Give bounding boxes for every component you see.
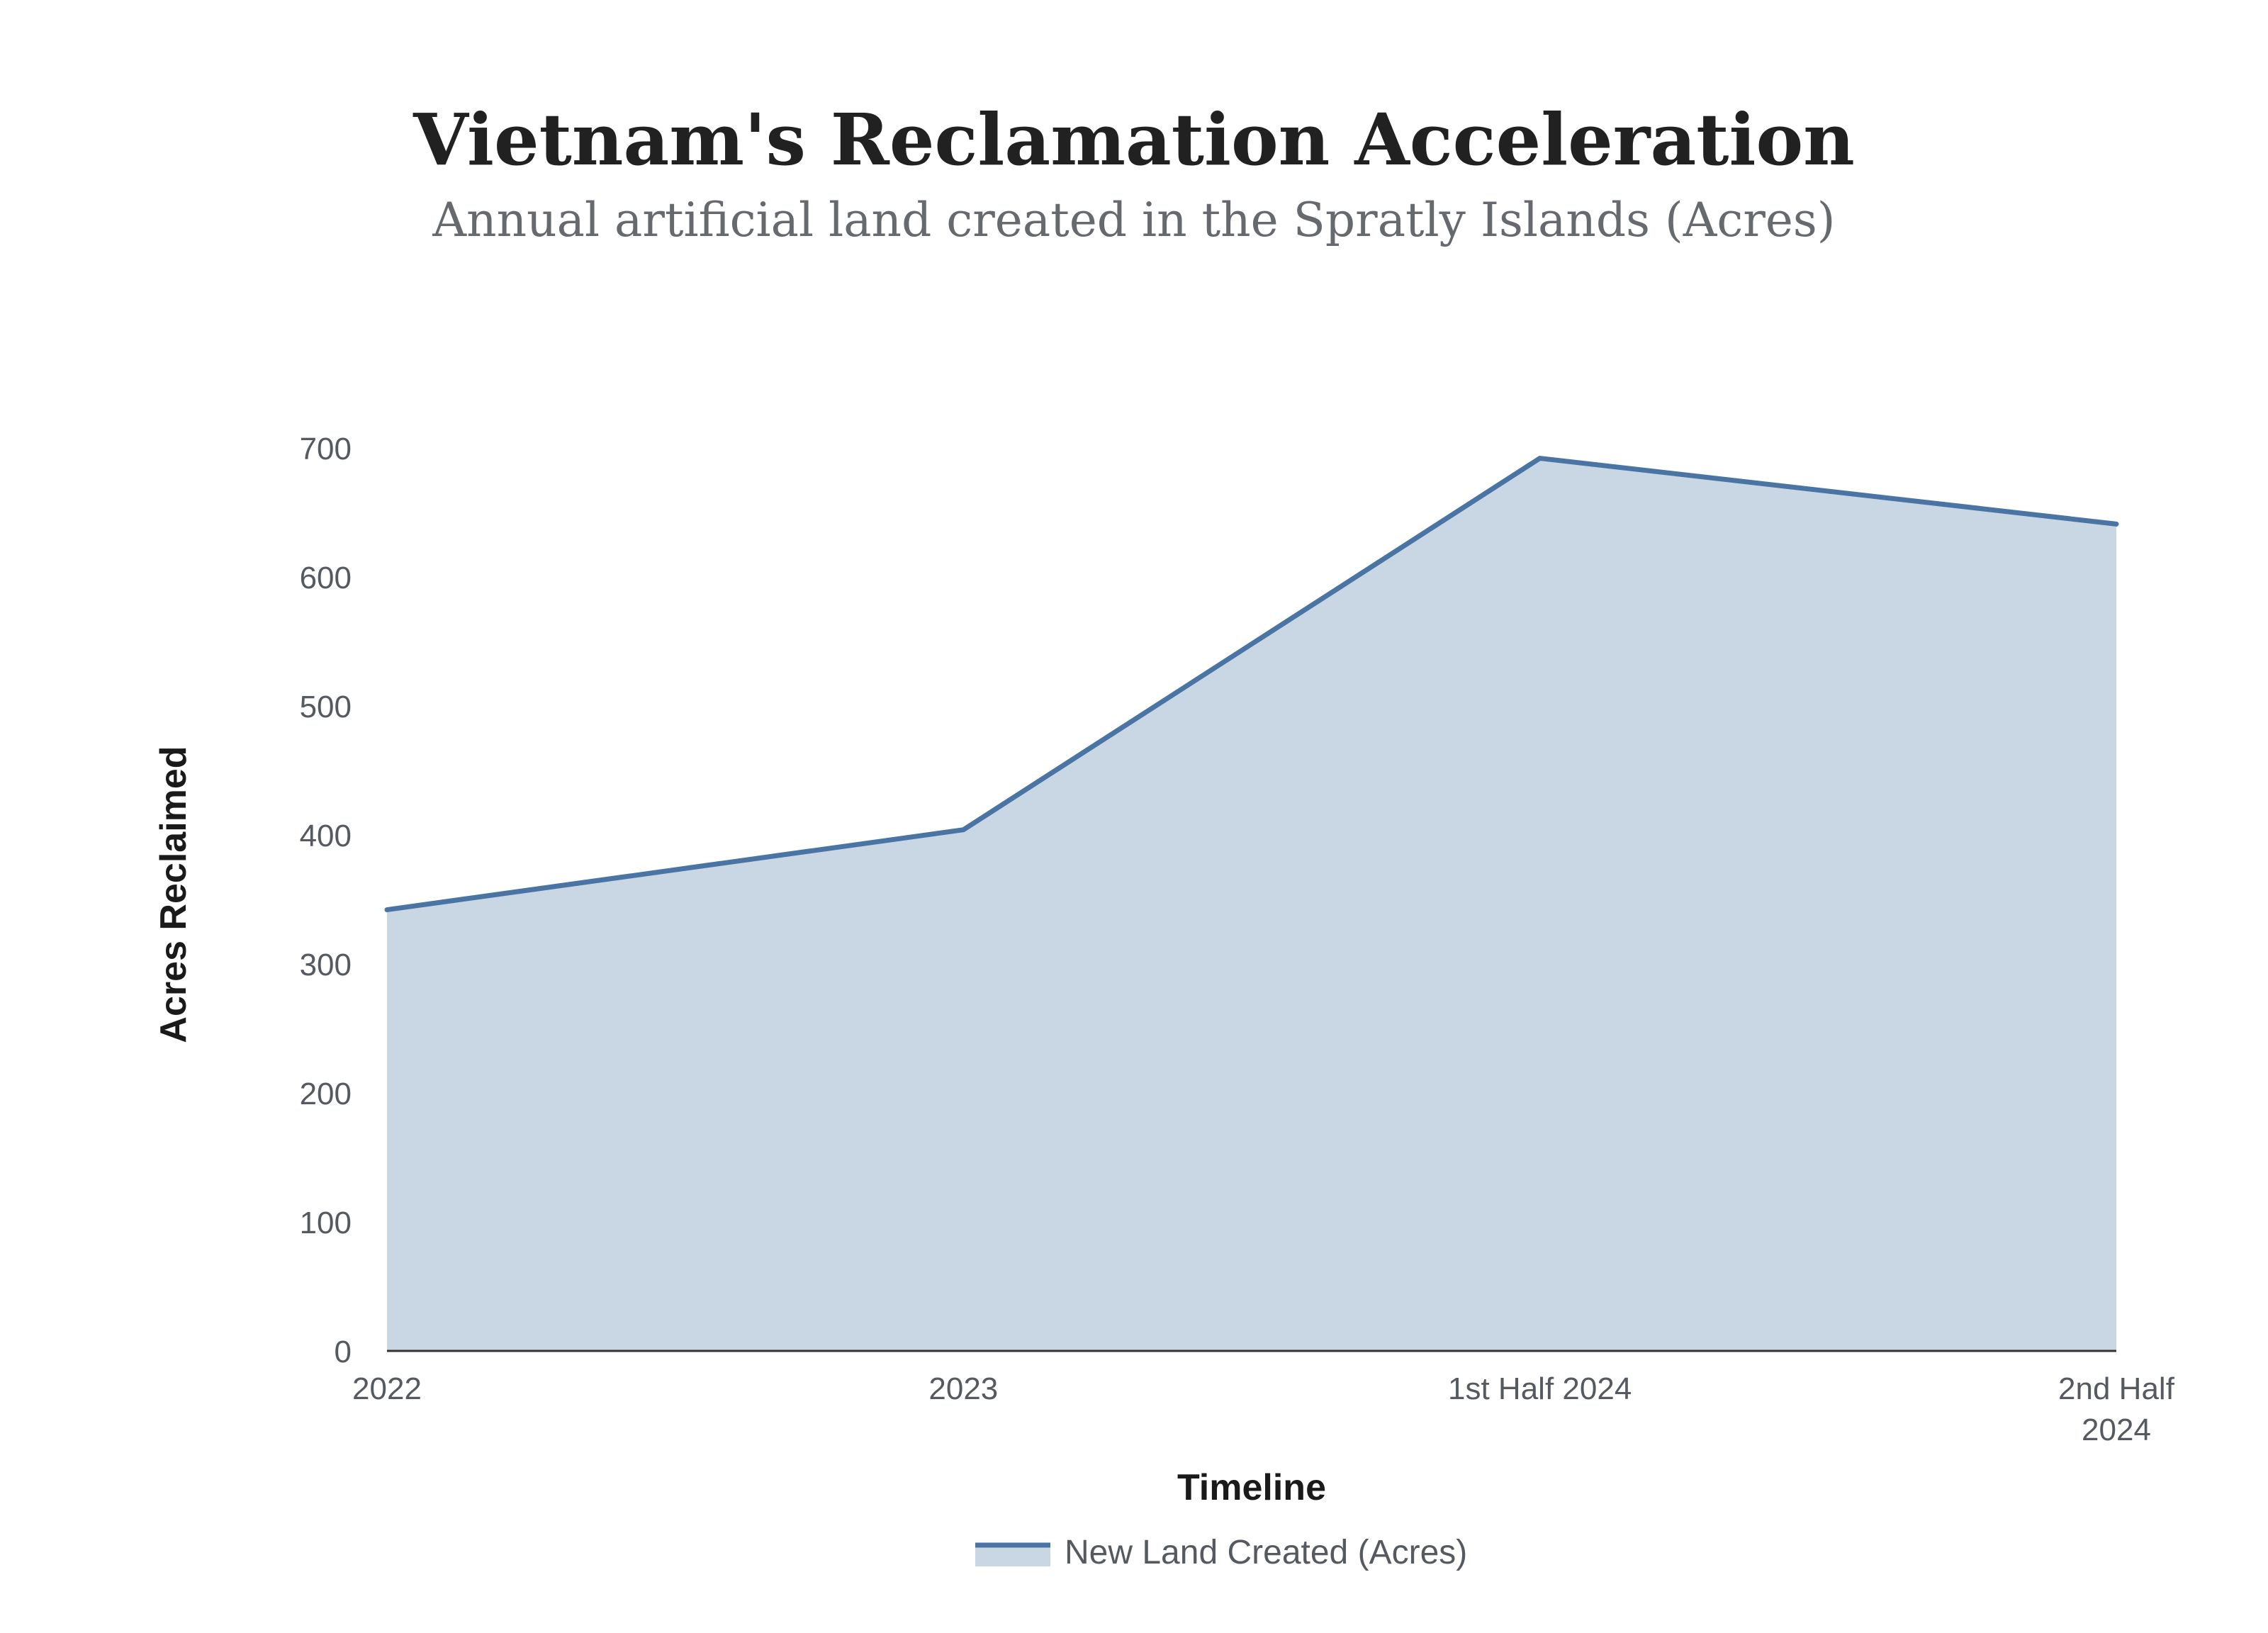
series-area-fill bbox=[387, 458, 2116, 1351]
chart-subtitle: Annual artificial land created in the Sp… bbox=[432, 193, 1835, 247]
x-tick-label: 2023 bbox=[928, 1371, 998, 1406]
y-tick-label: 600 bbox=[300, 561, 352, 595]
plot-area bbox=[377, 449, 2126, 1351]
y-tick-label: 700 bbox=[300, 432, 352, 466]
data-point-2[interactable] bbox=[953, 820, 973, 840]
legend[interactable]: New Land Created (Acres) bbox=[975, 1534, 1467, 1571]
x-tick-label: 2nd Half 2024 bbox=[2058, 1371, 2175, 1447]
y-axis-title: Acres Reclaimed bbox=[153, 746, 194, 1043]
series-line bbox=[384, 456, 2119, 913]
y-tick-label: 200 bbox=[300, 1077, 352, 1111]
y-tick-label: 0 bbox=[335, 1335, 352, 1369]
legend-label: New Land Created (Acres) bbox=[1065, 1534, 1467, 1571]
data-point-1[interactable] bbox=[377, 900, 397, 920]
y-tick-label: 400 bbox=[300, 819, 352, 853]
y-tick-label: 100 bbox=[300, 1206, 352, 1240]
y-tick-label: 500 bbox=[300, 690, 352, 724]
y-axis: 0 100 200 300 400 500 600 700 bbox=[300, 432, 352, 1369]
x-tick-label: 2022 bbox=[352, 1371, 422, 1406]
data-point-4[interactable] bbox=[2106, 514, 2126, 534]
x-axis: 2022 2023 1st Half 2024 2nd Half 2024 bbox=[352, 1349, 2175, 1447]
x-axis-title: Timeline bbox=[1177, 1467, 1326, 1508]
x-tick-label: 1st Half 2024 bbox=[1448, 1371, 1632, 1406]
y-tick-label: 300 bbox=[300, 948, 352, 982]
chart-title: Vietnam's Reclamation Acceleration bbox=[412, 98, 1855, 181]
data-point-3[interactable] bbox=[1530, 449, 1550, 468]
